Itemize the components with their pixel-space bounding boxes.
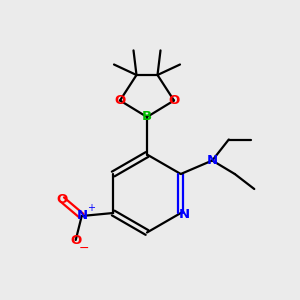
Text: O: O bbox=[114, 94, 126, 107]
Text: N: N bbox=[179, 208, 190, 221]
Text: O: O bbox=[70, 233, 81, 247]
Text: O: O bbox=[168, 94, 180, 107]
Text: +: + bbox=[87, 202, 95, 213]
Text: B: B bbox=[142, 110, 152, 124]
Text: N: N bbox=[77, 209, 88, 222]
Text: −: − bbox=[79, 242, 89, 255]
Text: O: O bbox=[57, 193, 68, 206]
Text: N: N bbox=[207, 154, 218, 167]
